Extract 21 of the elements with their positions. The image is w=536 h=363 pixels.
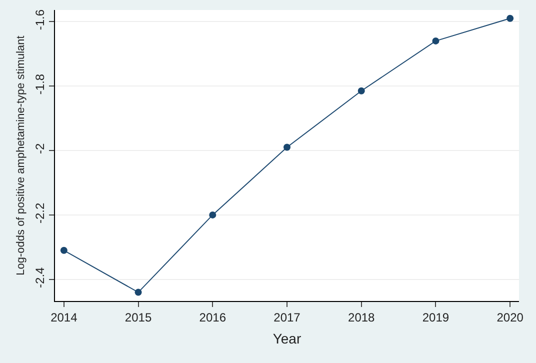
y-tick-label: -2	[33, 143, 48, 154]
x-tick-label: 2018	[348, 310, 376, 324]
point	[134, 288, 142, 296]
point	[506, 14, 514, 22]
y-tick-label: -1.6	[33, 9, 48, 30]
x-tick-label: 2016	[199, 310, 226, 324]
x-tick-label: 2014	[50, 310, 78, 324]
point	[209, 211, 216, 218]
y-tick-label: -2.4	[33, 266, 48, 288]
point	[284, 144, 290, 151]
y-tick-label: -1.8	[33, 74, 48, 95]
x-tick-label: 2015	[124, 310, 152, 324]
point	[358, 87, 365, 94]
x-tick-label: 2020	[496, 310, 524, 324]
y-tick-label: -2.2	[33, 202, 48, 224]
y-axis-title: Log-odds of positive amphetamine-type stimulant	[14, 36, 27, 276]
point	[432, 37, 440, 44]
x-tick-label: 2019	[422, 310, 450, 324]
point	[60, 246, 68, 254]
x-axis-title: Year	[272, 330, 302, 347]
x-tick-label: 2017	[274, 310, 301, 324]
